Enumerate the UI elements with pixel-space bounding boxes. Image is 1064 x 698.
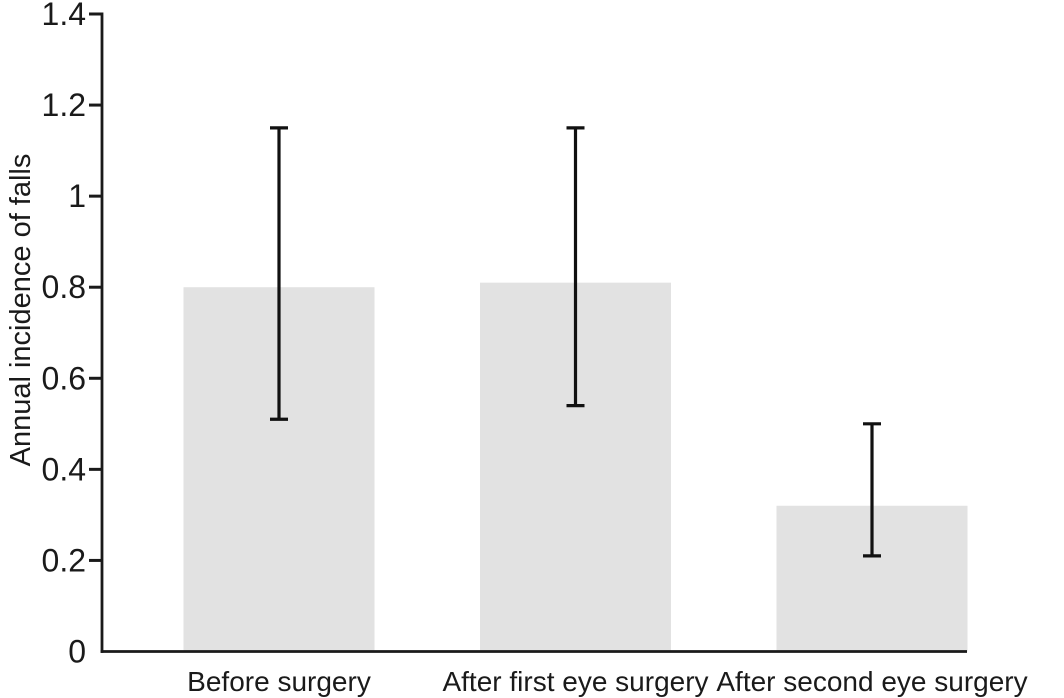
error-bar	[863, 422, 881, 558]
x-category-label: Before surgery	[187, 666, 371, 697]
y-tick-label: 0.6	[42, 360, 86, 396]
y-tick-label: 0.8	[42, 269, 86, 305]
error-bar	[270, 126, 288, 421]
y-tick-label: 0.4	[42, 451, 86, 487]
y-axis-title: Annual incidence of falls	[5, 154, 37, 467]
axes: 0 0.2 0.4 0.6 0.8 1 1.2 1.4 Before surgery After …	[42, 0, 1028, 697]
y-tick-label: 1.4	[42, 0, 86, 32]
y-tick-label: 0	[68, 634, 86, 670]
x-category-label: After second eye surgery	[716, 666, 1027, 697]
error-bar	[566, 126, 585, 408]
y-tick-label: 1	[68, 178, 86, 214]
y-tick-label: 1.2	[42, 87, 86, 123]
y-tick-label: 0.2	[42, 542, 86, 578]
plot-area	[183, 126, 968, 652]
x-category-label: After first eye surgery	[442, 666, 708, 697]
